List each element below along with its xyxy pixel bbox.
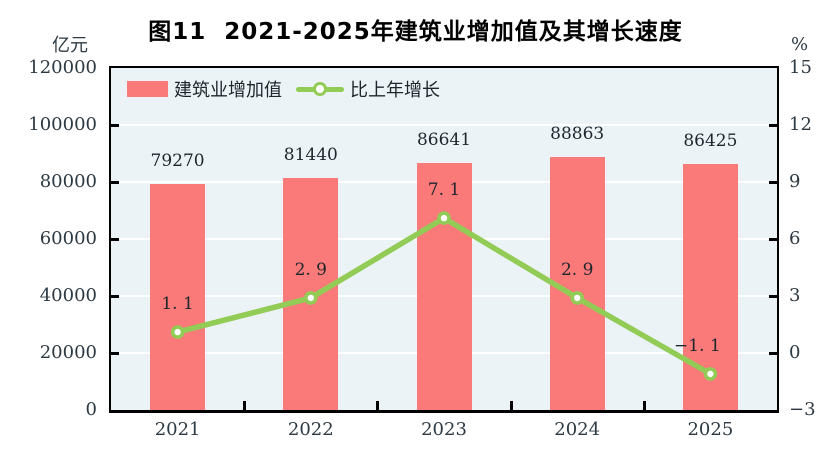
- right-axis-unit-label: %: [791, 34, 809, 55]
- left-axis-tick-mark: [111, 238, 119, 241]
- x-axis-category-label: 2025: [687, 419, 734, 440]
- legend: 建筑业增加值 比上年增长: [127, 79, 440, 101]
- right-axis-tick-label: 0: [789, 342, 801, 363]
- x-axis-category-label: 2022: [287, 419, 334, 440]
- x-axis-boundary-tick-mark: [376, 401, 380, 410]
- right-axis-tick-label: 3: [789, 285, 801, 306]
- bar: [283, 177, 339, 410]
- right-axis-tick-mark: [769, 124, 777, 127]
- right-axis-tick-mark: [769, 352, 777, 355]
- x-axis-boundary-tick-mark: [642, 401, 646, 410]
- line-series-legend-label: 比上年增长: [350, 80, 440, 101]
- bar-value-label: 86641: [416, 130, 472, 151]
- line-value-label: −1. 1: [674, 335, 721, 356]
- left-axis-tick-mark: [111, 295, 119, 298]
- x-axis-boundary-tick-mark: [243, 401, 247, 410]
- bar: [549, 156, 605, 410]
- bar-value-label: 86425: [683, 130, 738, 151]
- line-value-label: 2. 9: [560, 259, 594, 280]
- right-axis-tick-mark: [769, 181, 777, 184]
- bar-value-label: 81440: [283, 144, 338, 165]
- right-axis-tick-mark: [769, 295, 777, 298]
- right-axis-tick-label: 12: [789, 114, 812, 135]
- left-axis-tick-label: 0: [85, 399, 97, 420]
- bar-value-label: 79270: [150, 151, 205, 172]
- x-axis-category-label: 2024: [554, 419, 601, 440]
- left-axis-tick-label: 20000: [39, 342, 97, 363]
- left-axis-tick-label: 120000: [28, 57, 97, 78]
- x-axis-category-label: 2021: [154, 419, 201, 440]
- line-value-label: 2. 9: [294, 259, 328, 280]
- x-axis-boundary-tick-mark: [509, 401, 513, 410]
- chart-title: 图11 2021-2025年建筑业增加值及其增长速度: [148, 19, 683, 45]
- line-series-marker-icon: [313, 82, 327, 96]
- bar-series-swatch: [127, 81, 168, 97]
- bar-series-legend-label: 建筑业增加值: [174, 80, 282, 101]
- x-axis-category-label: 2023: [421, 419, 467, 440]
- left-axis-tick-label: 60000: [39, 228, 97, 249]
- bar-value-label: 88863: [550, 123, 605, 144]
- right-axis-tick-label: −3: [789, 399, 816, 420]
- right-axis-tick-label: 15: [789, 57, 812, 78]
- left-axis-tick-mark: [111, 352, 119, 355]
- left-axis-tick-label: 40000: [39, 285, 97, 306]
- right-axis-tick-label: 9: [789, 171, 801, 192]
- bar: [682, 163, 738, 410]
- line-value-label: 1. 1: [161, 294, 194, 315]
- left-axis-tick-mark: [111, 124, 119, 127]
- right-axis-tick-mark: [769, 238, 777, 241]
- line-value-label: 7. 1: [427, 180, 461, 201]
- right-axis-tick-label: 6: [789, 228, 801, 249]
- left-axis-tick-label: 100000: [28, 114, 97, 135]
- gridline: [111, 124, 777, 126]
- line-series-swatch: [296, 81, 344, 97]
- left-axis-tick-mark: [111, 181, 119, 184]
- left-axis-tick-label: 80000: [39, 171, 97, 192]
- left-axis-unit-label: 亿元: [52, 35, 88, 56]
